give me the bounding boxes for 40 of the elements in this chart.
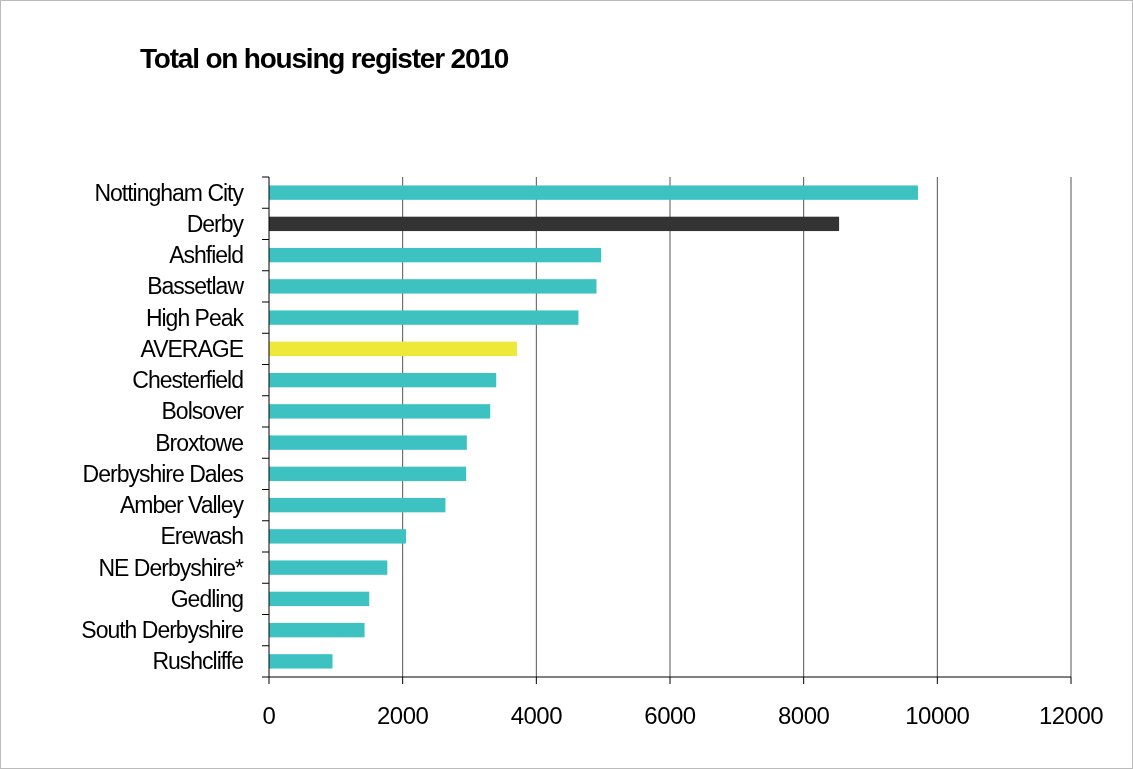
bar bbox=[269, 435, 467, 450]
y-tick-label: Rushcliffe bbox=[152, 648, 244, 675]
x-tick-label: 8000 bbox=[777, 702, 830, 729]
bar bbox=[269, 622, 365, 638]
x-tick-label: 4000 bbox=[510, 702, 563, 729]
y-tick-label: Erewash bbox=[160, 523, 244, 550]
bar bbox=[269, 466, 467, 482]
y-tick-label: Derbyshire Dales bbox=[82, 460, 244, 487]
y-tick-label: Amber Valley bbox=[119, 492, 245, 519]
chart-title: Total on housing register 2010 bbox=[140, 43, 509, 74]
bar bbox=[269, 372, 497, 388]
y-tick-label: Bassetlaw bbox=[147, 273, 245, 300]
y-tick-label: Derby bbox=[186, 210, 245, 237]
bar bbox=[269, 654, 333, 669]
y-tick-label: NE Derbyshire* bbox=[98, 554, 245, 581]
y-tick-label: Chesterfield bbox=[132, 367, 244, 394]
bar bbox=[269, 560, 388, 575]
bar bbox=[269, 591, 370, 607]
y-tick-label: High Peak bbox=[145, 304, 245, 331]
y-tick-label: Broxtowe bbox=[155, 429, 244, 456]
y-tick-label: Gedling bbox=[170, 585, 244, 612]
y-tick-label: AVERAGE bbox=[140, 335, 244, 362]
y-tick-label: Nottingham City bbox=[94, 179, 245, 206]
bar bbox=[269, 497, 446, 513]
bar bbox=[269, 310, 579, 325]
x-tick-label: 2000 bbox=[376, 702, 429, 729]
y-tick-label: Bolsover bbox=[161, 398, 245, 425]
bar bbox=[269, 216, 840, 232]
x-tick-label: 6000 bbox=[644, 702, 696, 729]
bar bbox=[269, 247, 602, 263]
y-tick-label: South Derbyshire bbox=[81, 617, 244, 644]
x-tick-label: 12000 bbox=[1038, 702, 1104, 729]
bar bbox=[269, 404, 491, 419]
bar bbox=[269, 185, 918, 200]
x-tick-label: 0 bbox=[262, 702, 276, 729]
bar bbox=[269, 341, 517, 357]
y-tick-label: Ashfield bbox=[169, 242, 244, 269]
bar bbox=[269, 529, 407, 544]
x-tick-label: 10000 bbox=[905, 702, 970, 729]
bar bbox=[269, 279, 597, 294]
